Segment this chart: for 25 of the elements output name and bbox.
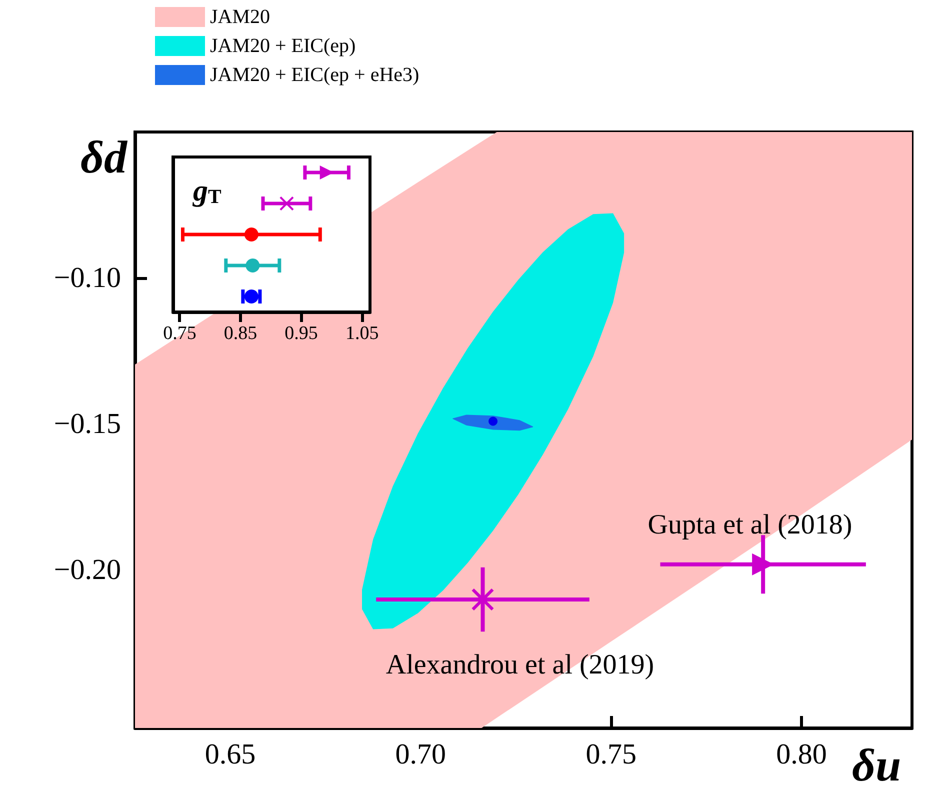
- y-axis-title: δd: [80, 132, 128, 182]
- y-tick-label: −0.10: [54, 262, 121, 294]
- x-tick-label: 0.85: [224, 323, 258, 344]
- point: [488, 416, 498, 426]
- x-tick-label: 0.70: [395, 738, 446, 770]
- legend-label: JAM20 + EIC(ep + eHe3): [210, 64, 420, 86]
- point: [472, 588, 494, 610]
- x-tick-label: 1.05: [345, 323, 379, 344]
- point: [244, 290, 258, 304]
- x-tick-label: 0.65: [204, 738, 256, 770]
- legend-label: JAM20 + EIC(ep): [210, 35, 356, 57]
- y-tick-label: −0.20: [54, 554, 121, 586]
- point: [280, 196, 294, 210]
- x-tick-label: 0.75: [163, 323, 196, 344]
- x-tick-label: 0.95: [284, 323, 318, 344]
- annotation: Gupta et al (2018): [648, 510, 852, 540]
- point: [244, 228, 258, 242]
- x-tick-label: 0.75: [586, 738, 636, 770]
- legend-label: JAM20: [210, 6, 270, 28]
- text: gT: [192, 174, 222, 208]
- point: [246, 258, 260, 272]
- y-tick-label: −0.15: [54, 408, 121, 440]
- x-tick-label: 0.80: [776, 738, 827, 770]
- x-axis-title: δu: [852, 740, 902, 790]
- annotation: Alexandrou et al (2019): [386, 650, 654, 680]
